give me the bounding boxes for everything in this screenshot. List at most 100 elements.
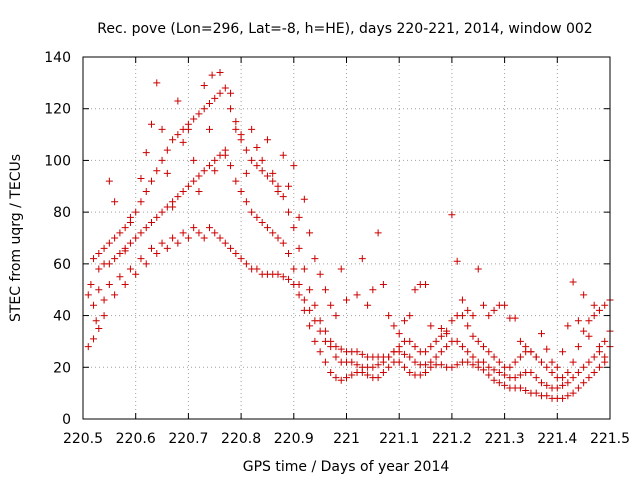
data-point (316, 348, 324, 356)
data-point (148, 120, 156, 128)
data-point (195, 229, 203, 237)
data-point (411, 358, 419, 366)
y-tick-label: 0 (62, 412, 71, 428)
data-point (295, 213, 303, 221)
data-point (516, 353, 524, 361)
data-point (511, 374, 519, 382)
data-point (595, 343, 603, 351)
data-point (190, 177, 198, 185)
data-point (406, 368, 414, 376)
data-point (364, 371, 372, 379)
data-point (516, 384, 524, 392)
data-point (548, 358, 556, 366)
data-point (184, 234, 192, 242)
data-point (585, 358, 593, 366)
data-point (564, 322, 572, 330)
data-point (522, 343, 530, 351)
data-point (95, 286, 103, 294)
data-point (574, 368, 582, 376)
data-point (232, 250, 240, 258)
data-point (595, 363, 603, 371)
data-point (111, 198, 119, 206)
data-point (432, 353, 440, 361)
data-point (374, 229, 382, 237)
data-point (337, 265, 345, 273)
data-point (332, 312, 340, 320)
data-point (580, 363, 588, 371)
data-point (537, 358, 545, 366)
data-point (564, 379, 572, 387)
y-tick-label: 40 (53, 309, 71, 325)
data-point (464, 348, 472, 356)
data-point (511, 314, 519, 322)
data-point (358, 255, 366, 263)
data-point (495, 379, 503, 387)
data-point (87, 281, 95, 289)
data-point (564, 392, 572, 400)
data-point (501, 371, 509, 379)
data-point (495, 358, 503, 366)
data-point (580, 327, 588, 335)
data-point (190, 115, 198, 123)
axis-ticks (82, 56, 611, 420)
data-point (111, 291, 119, 299)
data-point (200, 167, 208, 175)
data-point (490, 376, 498, 384)
data-point (137, 229, 145, 237)
data-point (448, 363, 456, 371)
data-point (221, 151, 229, 159)
data-point (269, 177, 277, 185)
data-point (100, 312, 108, 320)
data-point (137, 255, 145, 263)
data-point (485, 312, 493, 320)
data-point (321, 286, 329, 294)
data-point (300, 296, 308, 304)
data-point (590, 301, 598, 309)
data-point (501, 381, 509, 389)
data-point (248, 125, 256, 133)
data-point (300, 195, 308, 203)
data-point (290, 162, 298, 170)
data-point (490, 306, 498, 314)
data-point (474, 265, 482, 273)
data-point (211, 229, 219, 237)
data-point (242, 169, 250, 177)
data-point (574, 384, 582, 392)
data-point (137, 175, 145, 183)
data-point (559, 381, 567, 389)
data-point (343, 374, 350, 382)
data-point (337, 345, 345, 353)
data-point (469, 353, 477, 361)
x-tick-label: 221.4 (537, 431, 577, 447)
data-point (132, 208, 140, 216)
data-point (474, 337, 482, 345)
data-point (274, 187, 282, 195)
data-point (274, 234, 282, 242)
data-point (469, 312, 477, 320)
data-point (580, 379, 588, 387)
data-point (485, 363, 493, 371)
data-point (158, 156, 166, 164)
data-point (232, 118, 240, 126)
data-point (369, 286, 377, 294)
data-point (190, 224, 198, 232)
data-point (274, 270, 282, 278)
data-point (316, 327, 324, 335)
data-point (485, 371, 493, 379)
data-point (285, 250, 293, 258)
data-point (327, 343, 335, 351)
y-axis-label: STEC from uqrg / TECUs (8, 154, 24, 322)
data-point (95, 250, 103, 258)
data-point (221, 239, 229, 247)
data-point (358, 350, 366, 358)
data-point (559, 394, 567, 402)
x-tick-label: 221.5 (590, 431, 630, 447)
data-point (300, 265, 308, 273)
data-point (179, 187, 187, 195)
data-point (390, 322, 398, 330)
y-tick-label: 80 (53, 205, 71, 221)
data-point (585, 317, 593, 325)
data-point (216, 234, 224, 242)
data-point (553, 363, 561, 371)
data-point (148, 218, 156, 226)
